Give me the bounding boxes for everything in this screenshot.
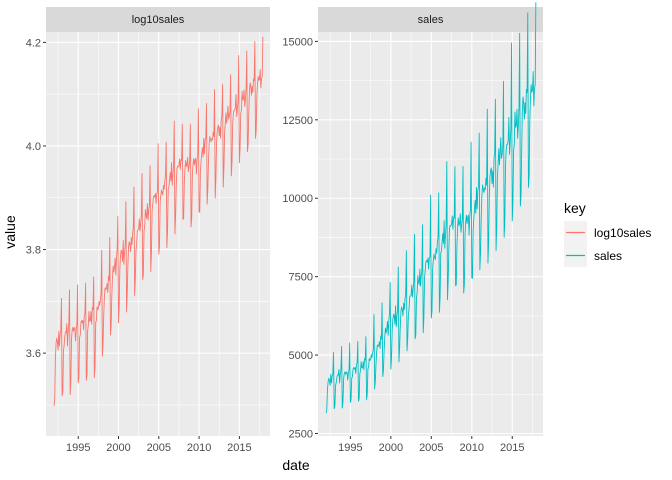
y-axis-title: value bbox=[2, 215, 18, 249]
y-tick-label: 3.8 bbox=[26, 245, 41, 257]
x-tick-label: 2010 bbox=[187, 442, 211, 454]
x-tick-label: 1995 bbox=[338, 442, 362, 454]
y-tick-label: 12500 bbox=[282, 115, 313, 127]
y-tick-label: 4.2 bbox=[26, 37, 41, 49]
facet-strip-log10sales bbox=[46, 7, 270, 32]
x-tick-label: 2000 bbox=[106, 442, 130, 454]
legend-label-log10sales: log10sales bbox=[594, 226, 651, 240]
y-tick-label: 10000 bbox=[282, 193, 313, 205]
legend-label-sales: sales bbox=[594, 249, 622, 263]
y-tick-label: 7500 bbox=[289, 272, 313, 284]
x-tick-label: 2010 bbox=[460, 442, 484, 454]
facet-panels: log10sales 3.6 3.8 4.0 4.2 1995 2000 2005 2010 20… bbox=[26, 2, 543, 454]
legend: key log10sales sales bbox=[564, 200, 651, 267]
x-tick-label: 2015 bbox=[500, 442, 524, 454]
x-tick-label: 1995 bbox=[66, 442, 90, 454]
y-tick-label: 3.6 bbox=[26, 348, 41, 360]
facet-log10sales: log10sales 3.6 3.8 4.0 4.2 1995 2000 2005 2010 20… bbox=[26, 7, 270, 454]
y-tick-label: 5000 bbox=[289, 350, 313, 362]
x-tick-label: 2005 bbox=[419, 442, 443, 454]
facet-strip-label: sales bbox=[418, 14, 444, 26]
series-line-sales bbox=[325, 2, 537, 414]
facet-strip-sales bbox=[318, 7, 543, 32]
x-tick-label: 2000 bbox=[379, 442, 403, 454]
panel-background bbox=[46, 32, 270, 436]
x-axis-title: date bbox=[282, 457, 309, 473]
facet-strip-label: log10sales bbox=[132, 14, 185, 26]
y-tick-label: 2500 bbox=[289, 428, 313, 440]
facet-sales: sales 2500 5000 7500 10000 12500 15000 1995 2000… bbox=[282, 2, 543, 454]
x-tick-label: 2005 bbox=[147, 442, 171, 454]
series-line-log10sales bbox=[53, 36, 264, 406]
y-tick-label: 15000 bbox=[282, 36, 313, 48]
y-tick-label: 4.0 bbox=[26, 141, 41, 153]
legend-title: key bbox=[564, 200, 586, 216]
x-tick-label: 2015 bbox=[227, 442, 251, 454]
